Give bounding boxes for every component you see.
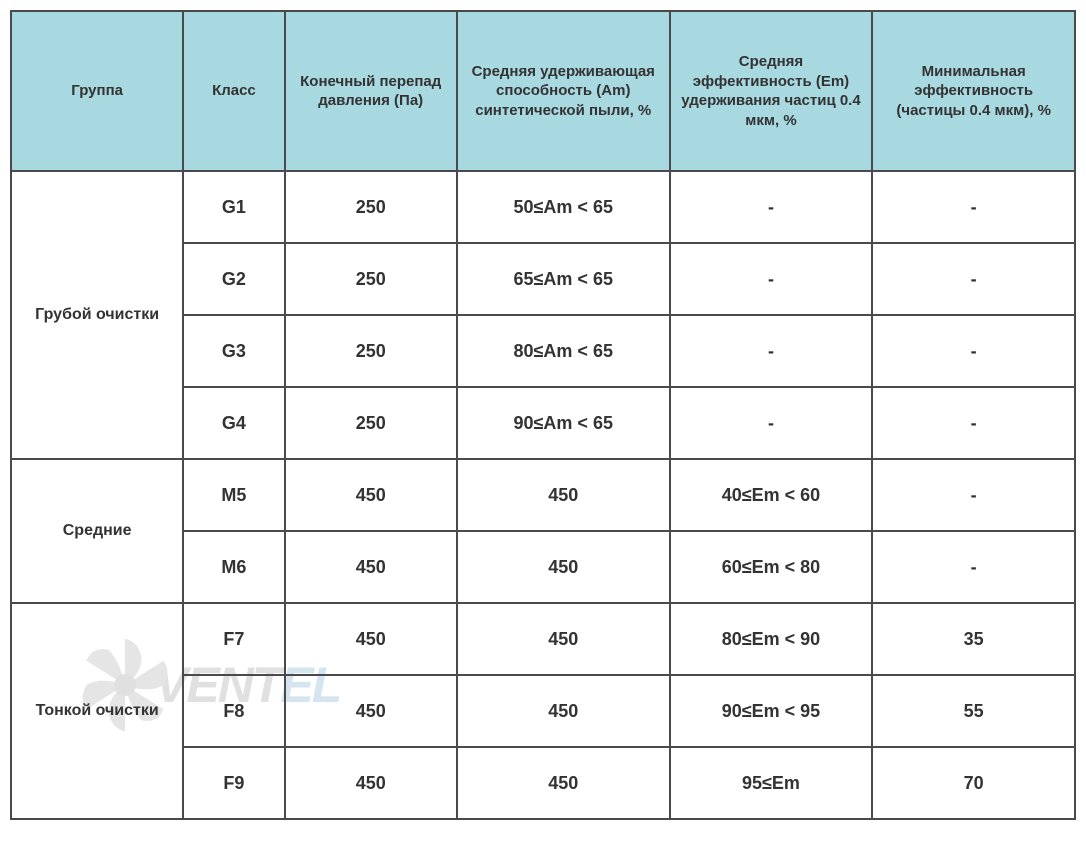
am-cell: 450 [457, 675, 670, 747]
am-cell: 65≤Am < 65 [457, 243, 670, 315]
class-cell: F9 [183, 747, 284, 819]
am-cell: 450 [457, 459, 670, 531]
em-cell: 95≤Em [670, 747, 873, 819]
min-cell: 35 [872, 603, 1075, 675]
em-cell: 80≤Em < 90 [670, 603, 873, 675]
filter-classification-table: Группа Класс Конечный перепад давления (… [10, 10, 1076, 820]
class-cell: G1 [183, 171, 284, 243]
filter-classification-table-container: VENTEL Группа Класс Конечный перепад дав… [10, 10, 1076, 820]
em-cell: 40≤Em < 60 [670, 459, 873, 531]
am-cell: 80≤Am < 65 [457, 315, 670, 387]
min-cell: - [872, 171, 1075, 243]
em-cell: - [670, 315, 873, 387]
table-row: Тонкой очистки F7 450 450 80≤Em < 90 35 [11, 603, 1075, 675]
am-cell: 50≤Am < 65 [457, 171, 670, 243]
group-cell: Грубой очистки [11, 171, 183, 459]
header-min: Минимальная эффективность (частицы 0.4 м… [872, 11, 1075, 171]
pressure-cell: 250 [285, 315, 457, 387]
em-cell: - [670, 243, 873, 315]
pressure-cell: 450 [285, 603, 457, 675]
header-pressure: Конечный перепад давления (Па) [285, 11, 457, 171]
header-group: Группа [11, 11, 183, 171]
pressure-cell: 450 [285, 747, 457, 819]
class-cell: M5 [183, 459, 284, 531]
min-cell: - [872, 315, 1075, 387]
em-cell: - [670, 171, 873, 243]
class-cell: G4 [183, 387, 284, 459]
table-body: Грубой очистки G1 250 50≤Am < 65 - - G2 … [11, 171, 1075, 819]
pressure-cell: 250 [285, 243, 457, 315]
class-cell: M6 [183, 531, 284, 603]
group-cell: Тонкой очистки [11, 603, 183, 819]
min-cell: - [872, 531, 1075, 603]
header-class: Класс [183, 11, 284, 171]
em-cell: - [670, 387, 873, 459]
min-cell: - [872, 459, 1075, 531]
min-cell: - [872, 387, 1075, 459]
table-row: Грубой очистки G1 250 50≤Am < 65 - - [11, 171, 1075, 243]
min-cell: - [872, 243, 1075, 315]
am-cell: 450 [457, 747, 670, 819]
am-cell: 450 [457, 531, 670, 603]
class-cell: G2 [183, 243, 284, 315]
pressure-cell: 250 [285, 387, 457, 459]
min-cell: 55 [872, 675, 1075, 747]
class-cell: F8 [183, 675, 284, 747]
pressure-cell: 450 [285, 531, 457, 603]
min-cell: 70 [872, 747, 1075, 819]
pressure-cell: 450 [285, 459, 457, 531]
em-cell: 90≤Em < 95 [670, 675, 873, 747]
table-row: Средние M5 450 450 40≤Em < 60 - [11, 459, 1075, 531]
am-cell: 90≤Am < 65 [457, 387, 670, 459]
class-cell: F7 [183, 603, 284, 675]
header-em: Средняя эффективность (Em) удерживания ч… [670, 11, 873, 171]
table-header-row: Группа Класс Конечный перепад давления (… [11, 11, 1075, 171]
class-cell: G3 [183, 315, 284, 387]
pressure-cell: 450 [285, 675, 457, 747]
am-cell: 450 [457, 603, 670, 675]
group-cell: Средние [11, 459, 183, 603]
pressure-cell: 250 [285, 171, 457, 243]
em-cell: 60≤Em < 80 [670, 531, 873, 603]
header-am: Средняя удерживающая способность (Am) си… [457, 11, 670, 171]
